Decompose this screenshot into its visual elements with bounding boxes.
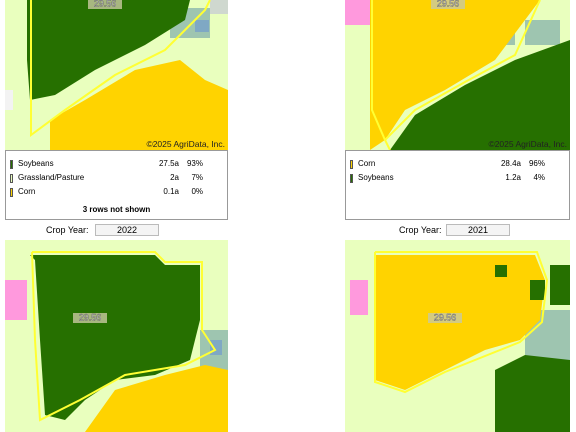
- acres-label: 29.56: [79, 312, 102, 322]
- acres: 28.4a: [500, 159, 521, 168]
- crop-name: Corn: [358, 159, 376, 168]
- acres: 1.2a: [505, 173, 521, 182]
- percent: 93%: [186, 159, 203, 168]
- legend-row: Grassland/Pasture 2a 7%: [10, 173, 223, 184]
- crop-name: Grassland/Pasture: [18, 173, 85, 182]
- crop-name: Corn: [18, 187, 36, 196]
- acres-label: 29.56: [434, 312, 457, 322]
- acres: 0.1a: [163, 187, 179, 196]
- map-2022: 29.56: [5, 240, 228, 432]
- crop-year-label: Crop Year:: [46, 225, 89, 235]
- crop-year-field: 2021: [446, 224, 510, 236]
- map-2021: 29.56: [345, 240, 570, 432]
- legend-swatch: [350, 160, 353, 169]
- map-2024: 29.56 ©2025 AgriData, Inc.: [5, 0, 228, 150]
- crop-name: Soybeans: [18, 159, 54, 168]
- percent: 0%: [191, 187, 203, 196]
- percent: 4%: [533, 173, 545, 182]
- crop-year-label: Crop Year:: [399, 225, 442, 235]
- legend-swatch: [10, 174, 13, 183]
- legend-swatch: [10, 188, 13, 197]
- acres-label: 29.56: [94, 0, 117, 8]
- legend-swatch: [350, 174, 353, 183]
- legend-row: Soybeans 1.2a 4%: [350, 173, 565, 184]
- rows-note: 3 rows not shown: [82, 205, 151, 214]
- percent: 7%: [191, 173, 203, 182]
- map-2023: 29.56 ©2025 AgriData, Inc.: [345, 0, 570, 150]
- acres: 2a: [170, 173, 179, 182]
- legend-row: Corn 28.4a 96%: [350, 159, 565, 170]
- crop-name: Soybeans: [358, 173, 394, 182]
- acres: 27.5a: [158, 159, 179, 168]
- legend: Corn 28.4a 96% Soybeans 1.2a 4%: [345, 150, 570, 220]
- crop-year-field: 2022: [95, 224, 159, 236]
- legend: Soybeans 27.5a 93% Grassland/Pasture 2a 7% Cor…: [5, 150, 228, 220]
- legend-swatch: [10, 160, 13, 169]
- copyright: ©2025 AgriData, Inc.: [488, 139, 567, 149]
- acres-label: 29.56: [437, 0, 460, 8]
- legend-row: Soybeans 27.5a 93%: [10, 159, 223, 170]
- legend-row: Corn 0.1a 0%: [10, 187, 223, 198]
- copyright: ©2025 AgriData, Inc.: [146, 139, 225, 149]
- percent: 96%: [528, 159, 545, 168]
